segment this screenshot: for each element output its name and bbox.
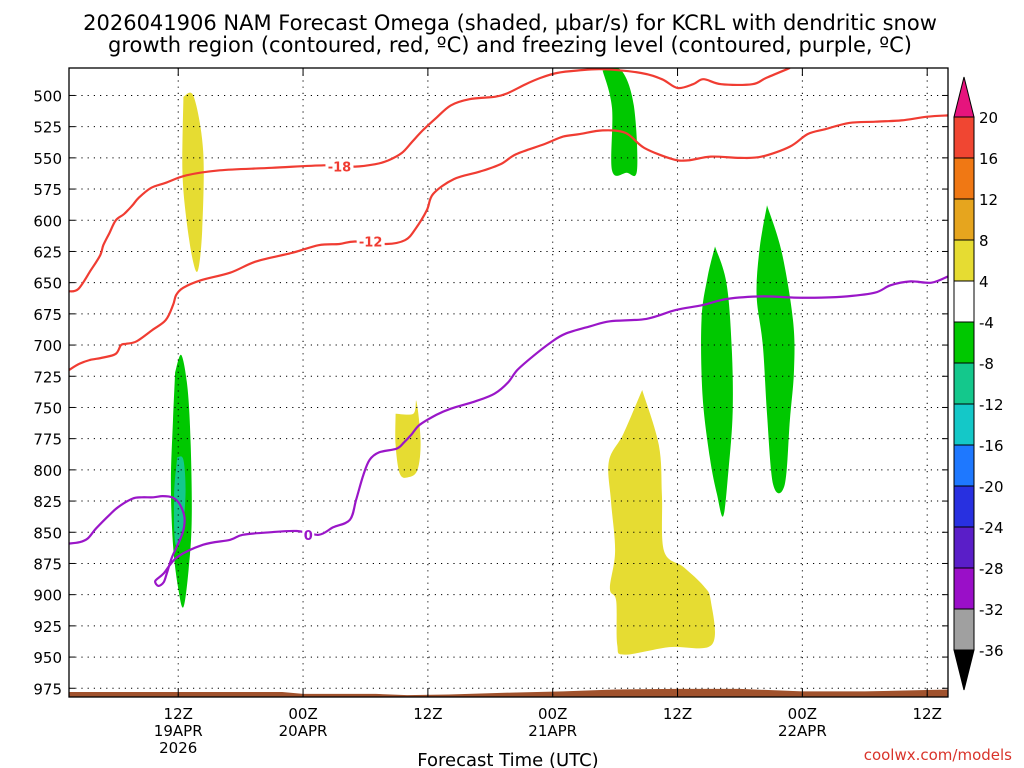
colorbar-segment-4 <box>953 444 975 487</box>
omega-shade-rise-21apr-b <box>756 205 795 494</box>
colorbar-label-4: 4 <box>979 273 989 291</box>
y-tick-label-775: 775 <box>33 431 62 449</box>
omega-shade-sink-19apr-upper <box>182 92 204 272</box>
colorbar-label--20: -20 <box>979 478 1004 496</box>
y-tick-label-900: 900 <box>33 587 62 605</box>
y-tick-label-675: 675 <box>33 306 62 324</box>
y-tick-label-575: 575 <box>33 181 62 199</box>
colorbar-label--32: -32 <box>979 601 1004 619</box>
colorbar-label-8: 8 <box>979 232 989 250</box>
y-tick-label-600: 600 <box>33 212 62 230</box>
x-tick-label-5-0: 00Z <box>788 705 817 723</box>
chart-title-line-1: 2026041906 NAM Forecast Omega (shaded, µ… <box>83 11 937 35</box>
colorbar-over-arrow <box>953 76 975 118</box>
y-tick-label-750: 750 <box>33 399 62 417</box>
contour-minus-18 <box>69 68 791 293</box>
colorbar-label--8: -8 <box>979 355 994 373</box>
contour-label-bg-zero <box>302 526 315 542</box>
y-tick-label-850: 850 <box>33 524 62 542</box>
omega-colorbar: 20 16 12 8 4 -4 -8 -12 -16 -20 -24 -28 -32 -36 <box>953 76 1004 691</box>
x-tick-label-5-1: 22APR <box>778 722 827 740</box>
omega-shade-rise-19apr-core <box>173 456 186 547</box>
colorbar-segment-7 <box>953 321 975 364</box>
pressure-axis: 500 525 550 575 600 625 650 675 700 725 750 775 800 8… <box>33 87 948 698</box>
y-tick-label-525: 525 <box>33 119 62 137</box>
grid-lines <box>69 68 948 697</box>
y-tick-label-725: 725 <box>33 368 62 386</box>
x-tick-label-3-0: 00Z <box>538 705 567 723</box>
contour-label-minus-12: -12 <box>359 235 383 250</box>
y-tick-label-925: 925 <box>33 618 62 636</box>
contour-label-bg-minus-18 <box>325 158 354 174</box>
omega-shading <box>170 68 795 655</box>
terrain-fill <box>69 688 948 697</box>
temperature-contours <box>69 68 948 588</box>
chart-title-line-2: growth region (contoured, red, ºC) and f… <box>108 33 912 57</box>
colorbar-segment-1 <box>953 567 975 610</box>
colorbar-label-16: 16 <box>979 150 998 168</box>
colorbar-segment-12 <box>953 116 975 159</box>
y-tick-label-825: 825 <box>33 493 62 511</box>
omega-shade-rise-21apr-upper <box>602 68 638 177</box>
site-credit: coolwx.com/models <box>864 746 1012 764</box>
contour-label-bg-minus-12 <box>356 233 385 249</box>
y-tick-label-875: 875 <box>33 555 62 573</box>
colorbar-label--16: -16 <box>979 437 1004 455</box>
colorbar-segment-0 <box>953 608 975 651</box>
y-tick-label-650: 650 <box>33 275 62 293</box>
y-tick-label-800: 800 <box>33 462 62 480</box>
colorbar-segment-8 <box>953 280 975 323</box>
y-tick-label-700: 700 <box>33 337 62 355</box>
colorbar-segment-9 <box>953 239 975 282</box>
x-tick-label-1-0: 00Z <box>288 705 317 723</box>
colorbar-segment-2 <box>953 526 975 569</box>
x-tick-label-6-0: 12Z <box>913 705 942 723</box>
omega-shade-rise-21apr-a <box>701 246 733 517</box>
y-tick-label-950: 950 <box>33 649 62 667</box>
terrain-layer <box>69 688 948 697</box>
colorbar-segment-11 <box>953 157 975 200</box>
omega-shade-sink-21apr-low <box>608 390 715 655</box>
x-tick-label-2-0: 12Z <box>413 705 442 723</box>
colorbar-segment-6 <box>953 362 975 405</box>
x-tick-label-4-0: 12Z <box>663 705 692 723</box>
contour-label-zero: 0 <box>304 529 313 544</box>
colorbar-label--4: -4 <box>979 314 994 332</box>
plot-area: 500 525 550 575 600 625 650 675 700 725 750 775 800 8… <box>33 67 949 757</box>
x-tick-label-0-2: 2026 <box>159 739 197 757</box>
x-axis-label: Forecast Time (UTC) <box>417 750 598 768</box>
colorbar-under-arrow <box>953 649 975 691</box>
colorbar-segment-10 <box>953 198 975 241</box>
y-tick-label-500: 500 <box>33 87 62 105</box>
colorbar-segment-5 <box>953 403 975 446</box>
colorbar-label--28: -28 <box>979 560 1004 578</box>
colorbar-label--12: -12 <box>979 396 1004 414</box>
colorbar-label--36: -36 <box>979 642 1004 660</box>
contour-label-minus-18: -18 <box>328 161 352 176</box>
colorbar-segment-3 <box>953 485 975 528</box>
y-tick-label-975: 975 <box>33 680 62 698</box>
colorbar-label-12: 12 <box>979 191 998 209</box>
x-tick-label-0-1: 19APR <box>154 722 203 740</box>
colorbar-label-20: 20 <box>979 109 998 127</box>
y-tick-label-625: 625 <box>33 243 62 261</box>
x-tick-label-3-1: 21APR <box>528 722 577 740</box>
contour-zero <box>69 275 948 588</box>
contour-minus-12 <box>69 114 948 371</box>
x-tick-label-1-1: 20APR <box>279 722 328 740</box>
y-tick-label-550: 550 <box>33 150 62 168</box>
plot-frame <box>68 67 949 698</box>
x-tick-label-0-0: 12Z <box>164 705 193 723</box>
colorbar-label--24: -24 <box>979 519 1004 537</box>
contour-labels: -18 -12 0 <box>302 158 385 544</box>
